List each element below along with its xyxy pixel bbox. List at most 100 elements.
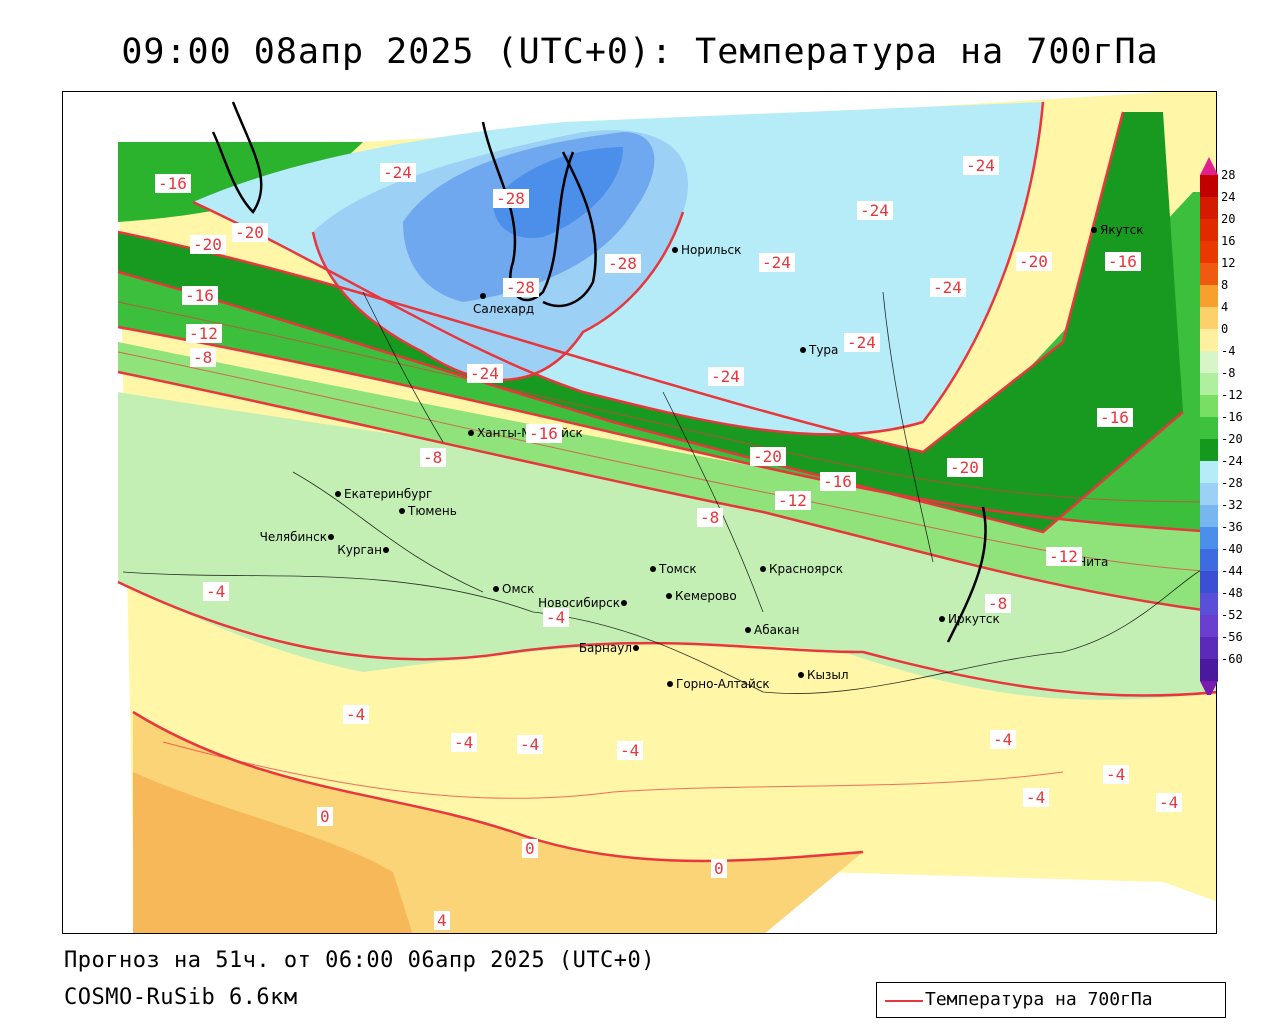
- isotherm-label-bg: [820, 472, 856, 491]
- isotherm-label-text: -24: [711, 367, 740, 386]
- forecast-info: Прогноз на 51ч. от 06:00 06апр 2025 (UTC…: [64, 948, 656, 973]
- isotherm-label: -24: [708, 367, 744, 386]
- colorbar-tick-label: -56: [1221, 630, 1243, 644]
- isotherm-label-text: -24: [933, 278, 962, 297]
- city-label: Красноярск: [769, 562, 843, 576]
- isotherm-label-bg: [1105, 252, 1141, 271]
- city-marker: [493, 586, 499, 592]
- city-label: Томск: [658, 562, 697, 576]
- isotherm-label-bg: [1103, 765, 1129, 784]
- isotherm-label-text: -24: [470, 364, 499, 383]
- city-label: Омск: [502, 582, 534, 596]
- isotherm-label: -4: [1156, 793, 1182, 812]
- isotherm-label-text: -8: [700, 508, 719, 527]
- colorbar-swatch: [1200, 571, 1218, 593]
- isotherm-line-0: [132, 710, 864, 863]
- isotherm-label-text: -4: [520, 735, 539, 754]
- isotherm-label-bg: [451, 733, 477, 752]
- isotherm-line-minus24: [192, 101, 1045, 436]
- model-name: COSMO-RuSib 6.6км: [64, 985, 298, 1010]
- isotherm-label: -4: [543, 608, 569, 627]
- isotherm-label: -24: [930, 278, 966, 297]
- isotherm-label-text: -16: [1108, 252, 1137, 271]
- isotherm-label-text: -16: [158, 174, 187, 193]
- border-1: [122, 562, 1216, 694]
- temperature-colorbar: [1196, 155, 1266, 699]
- isotherm-label-bg: [750, 447, 786, 466]
- isotherm-label: -12: [1046, 547, 1082, 566]
- isotherm-label-text: -8: [423, 448, 442, 467]
- isotherm-label-text: -12: [189, 324, 218, 343]
- colorbar-tick-label: 0: [1221, 322, 1229, 336]
- isotherm-label-text: -4: [206, 582, 225, 601]
- isotherm-label-bg: [930, 278, 966, 297]
- isotherm-label-text: -28: [608, 254, 637, 273]
- isotherm-label-bg: [190, 348, 216, 367]
- city-marker: [939, 616, 945, 622]
- warm-zone-hot: [133, 772, 413, 933]
- isotherm-label-bg: [857, 201, 893, 220]
- isotherm-label: -16: [820, 472, 856, 491]
- colorbar-tick-label: -12: [1221, 388, 1243, 402]
- isotherm-label: -4: [617, 741, 643, 760]
- isotherm-label-bg: [947, 458, 983, 477]
- isotherm-label: -28: [503, 278, 539, 297]
- isotherm-label-bg: [1156, 793, 1182, 812]
- isotherm-line-minus12: [117, 325, 1216, 534]
- isotherm-label: -20: [232, 223, 268, 242]
- city-marker: [399, 508, 405, 514]
- colorbar-tick-label: -24: [1221, 454, 1243, 468]
- isotherm-label-bg: [493, 189, 529, 208]
- colorbar-tick-label: 8: [1221, 278, 1229, 292]
- isotherm-label-bg: [708, 367, 744, 386]
- colorbar-tick-label: -52: [1221, 608, 1243, 622]
- isotherm-label-text: -20: [1019, 252, 1048, 271]
- colorbar-tick-label: -8: [1221, 366, 1236, 380]
- colorbar-tick-label: 16: [1221, 234, 1236, 248]
- isotherm-label-bg: [775, 491, 811, 510]
- isotherm-label-text: 0: [320, 807, 330, 826]
- colorbar-tick-label: -48: [1221, 586, 1243, 600]
- isotherm-label-text: 0: [525, 839, 535, 858]
- isotherm-label-text: -24: [860, 201, 889, 220]
- isotherm-label-bg: [467, 364, 503, 383]
- isotherm-label-bg: [186, 324, 222, 343]
- colorbar-swatch: [1200, 439, 1218, 461]
- isotherm-label: -8: [420, 448, 446, 467]
- city-label: Новосибирск: [538, 596, 620, 610]
- isotherm-label-text: -28: [506, 278, 535, 297]
- isotherm-label-bg: [990, 730, 1016, 749]
- isotherm-label-text: -12: [778, 491, 807, 510]
- isotherm-label: -4: [1023, 788, 1049, 807]
- colorbar-swatch: [1200, 417, 1218, 439]
- city-marker: [745, 627, 751, 633]
- isotherm-label-text: -16: [823, 472, 852, 491]
- city-marker: [468, 430, 474, 436]
- isotherm-line-minus28: [311, 211, 685, 382]
- colorbar-swatch: [1200, 285, 1218, 307]
- isotherm-label: 0: [317, 807, 333, 826]
- isotherm-label-bg: [526, 424, 562, 443]
- isotherm-label: -24: [380, 163, 416, 182]
- colorbar-swatch: [1200, 659, 1218, 681]
- isotherm-label-text: -20: [235, 223, 264, 242]
- city-marker: [667, 681, 673, 687]
- city-marker: [621, 600, 627, 606]
- isotherm-label: -16: [526, 424, 562, 443]
- isotherm-label-bg: [503, 278, 539, 297]
- isotherm-label-bg: [985, 594, 1011, 613]
- isotherm-label-bg: [1046, 547, 1082, 566]
- isotherm-label-text: -16: [1100, 408, 1129, 427]
- city-marker: [1091, 227, 1097, 233]
- isotherm-label-text: -16: [529, 424, 558, 443]
- colorbar-tick-label: -36: [1221, 520, 1243, 534]
- isotherm-label-text: -4: [1106, 765, 1125, 784]
- colorbar-swatch: [1200, 373, 1218, 395]
- baikal-shore: [946, 506, 987, 643]
- zone-minus4: [118, 392, 1216, 700]
- isotherm-label-text: -4: [993, 730, 1012, 749]
- isotherm-label: -20: [190, 235, 226, 254]
- isotherm-label-text: -8: [193, 348, 212, 367]
- isotherm-label-bg: [155, 174, 191, 193]
- colorbar-swatch: [1200, 461, 1218, 483]
